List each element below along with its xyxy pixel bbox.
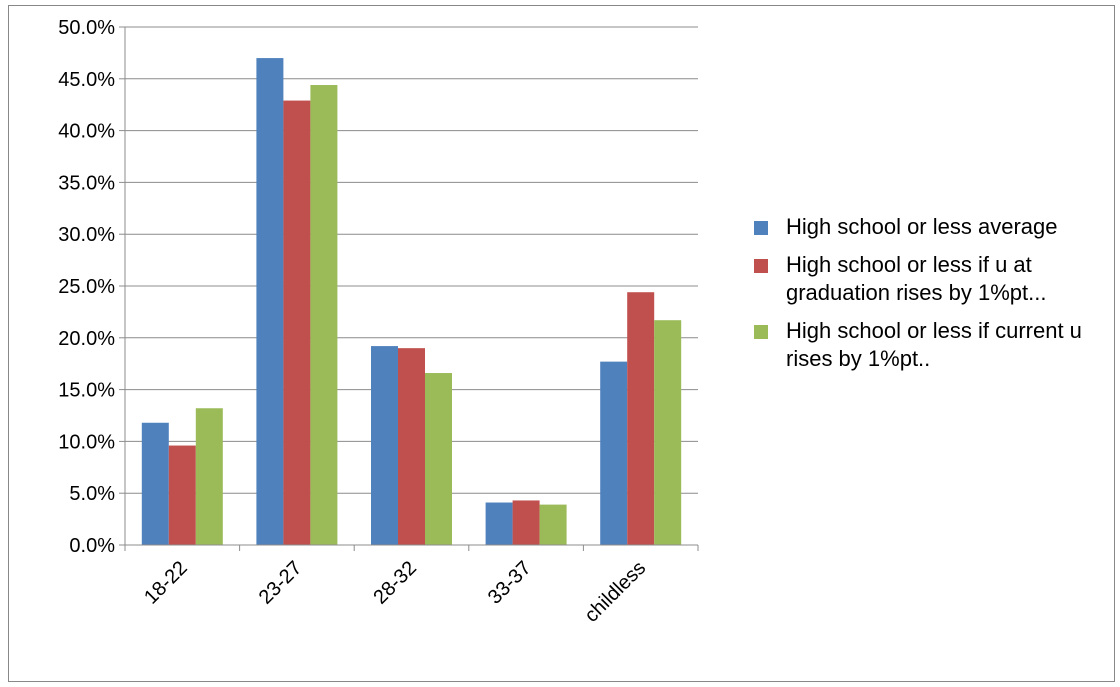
bar <box>539 504 567 545</box>
bar <box>627 292 655 545</box>
bar <box>310 85 338 546</box>
y-tick-label: 25.0% <box>58 276 115 298</box>
legend-item-graduation: High school or less if u at graduation r… <box>754 251 1094 307</box>
legend-label: High school or less if current u rises b… <box>786 318 1082 371</box>
bars <box>141 58 682 546</box>
y-tick-label: 35.0% <box>58 172 115 194</box>
y-tick-label: 30.0% <box>58 224 115 246</box>
bar <box>141 422 169 545</box>
y-tick-label: 0.0% <box>69 535 115 557</box>
bar <box>425 373 452 545</box>
bar <box>485 502 513 545</box>
legend-label: High school or less if u at graduation r… <box>786 252 1047 305</box>
legend-label: High school or less average <box>786 214 1058 239</box>
legend-swatch-green <box>754 325 768 339</box>
x-tick-label: 28-32 <box>369 557 421 609</box>
bar <box>283 100 311 545</box>
x-tick-label: 23-27 <box>255 557 307 609</box>
bar <box>654 320 682 545</box>
legend: High school or less average High school … <box>754 213 1094 383</box>
legend-swatch-red <box>754 259 768 273</box>
y-tick-label: 20.0% <box>58 328 115 350</box>
axes <box>119 26 699 551</box>
x-tick-label: childless <box>580 557 650 627</box>
bar <box>195 408 223 545</box>
legend-item-current: High school or less if current u rises b… <box>754 317 1094 373</box>
x-tick-label: 18-22 <box>140 557 192 609</box>
bar <box>168 445 196 545</box>
bar <box>398 348 425 545</box>
y-tick-label: 50.0% <box>58 17 115 39</box>
y-tick-label: 40.0% <box>58 121 115 143</box>
bar <box>371 346 398 545</box>
bar <box>600 361 628 545</box>
y-tick-label: 45.0% <box>58 69 115 91</box>
y-tick-label: 15.0% <box>58 380 115 402</box>
chart-area <box>8 5 1115 682</box>
bar <box>512 500 540 545</box>
legend-item-average: High school or less average <box>754 213 1094 241</box>
y-tick-label: 5.0% <box>69 483 115 505</box>
legend-swatch-blue <box>754 221 768 235</box>
bar <box>256 58 284 545</box>
x-tick-label: 33-37 <box>484 557 536 609</box>
y-tick-label: 10.0% <box>58 431 115 453</box>
